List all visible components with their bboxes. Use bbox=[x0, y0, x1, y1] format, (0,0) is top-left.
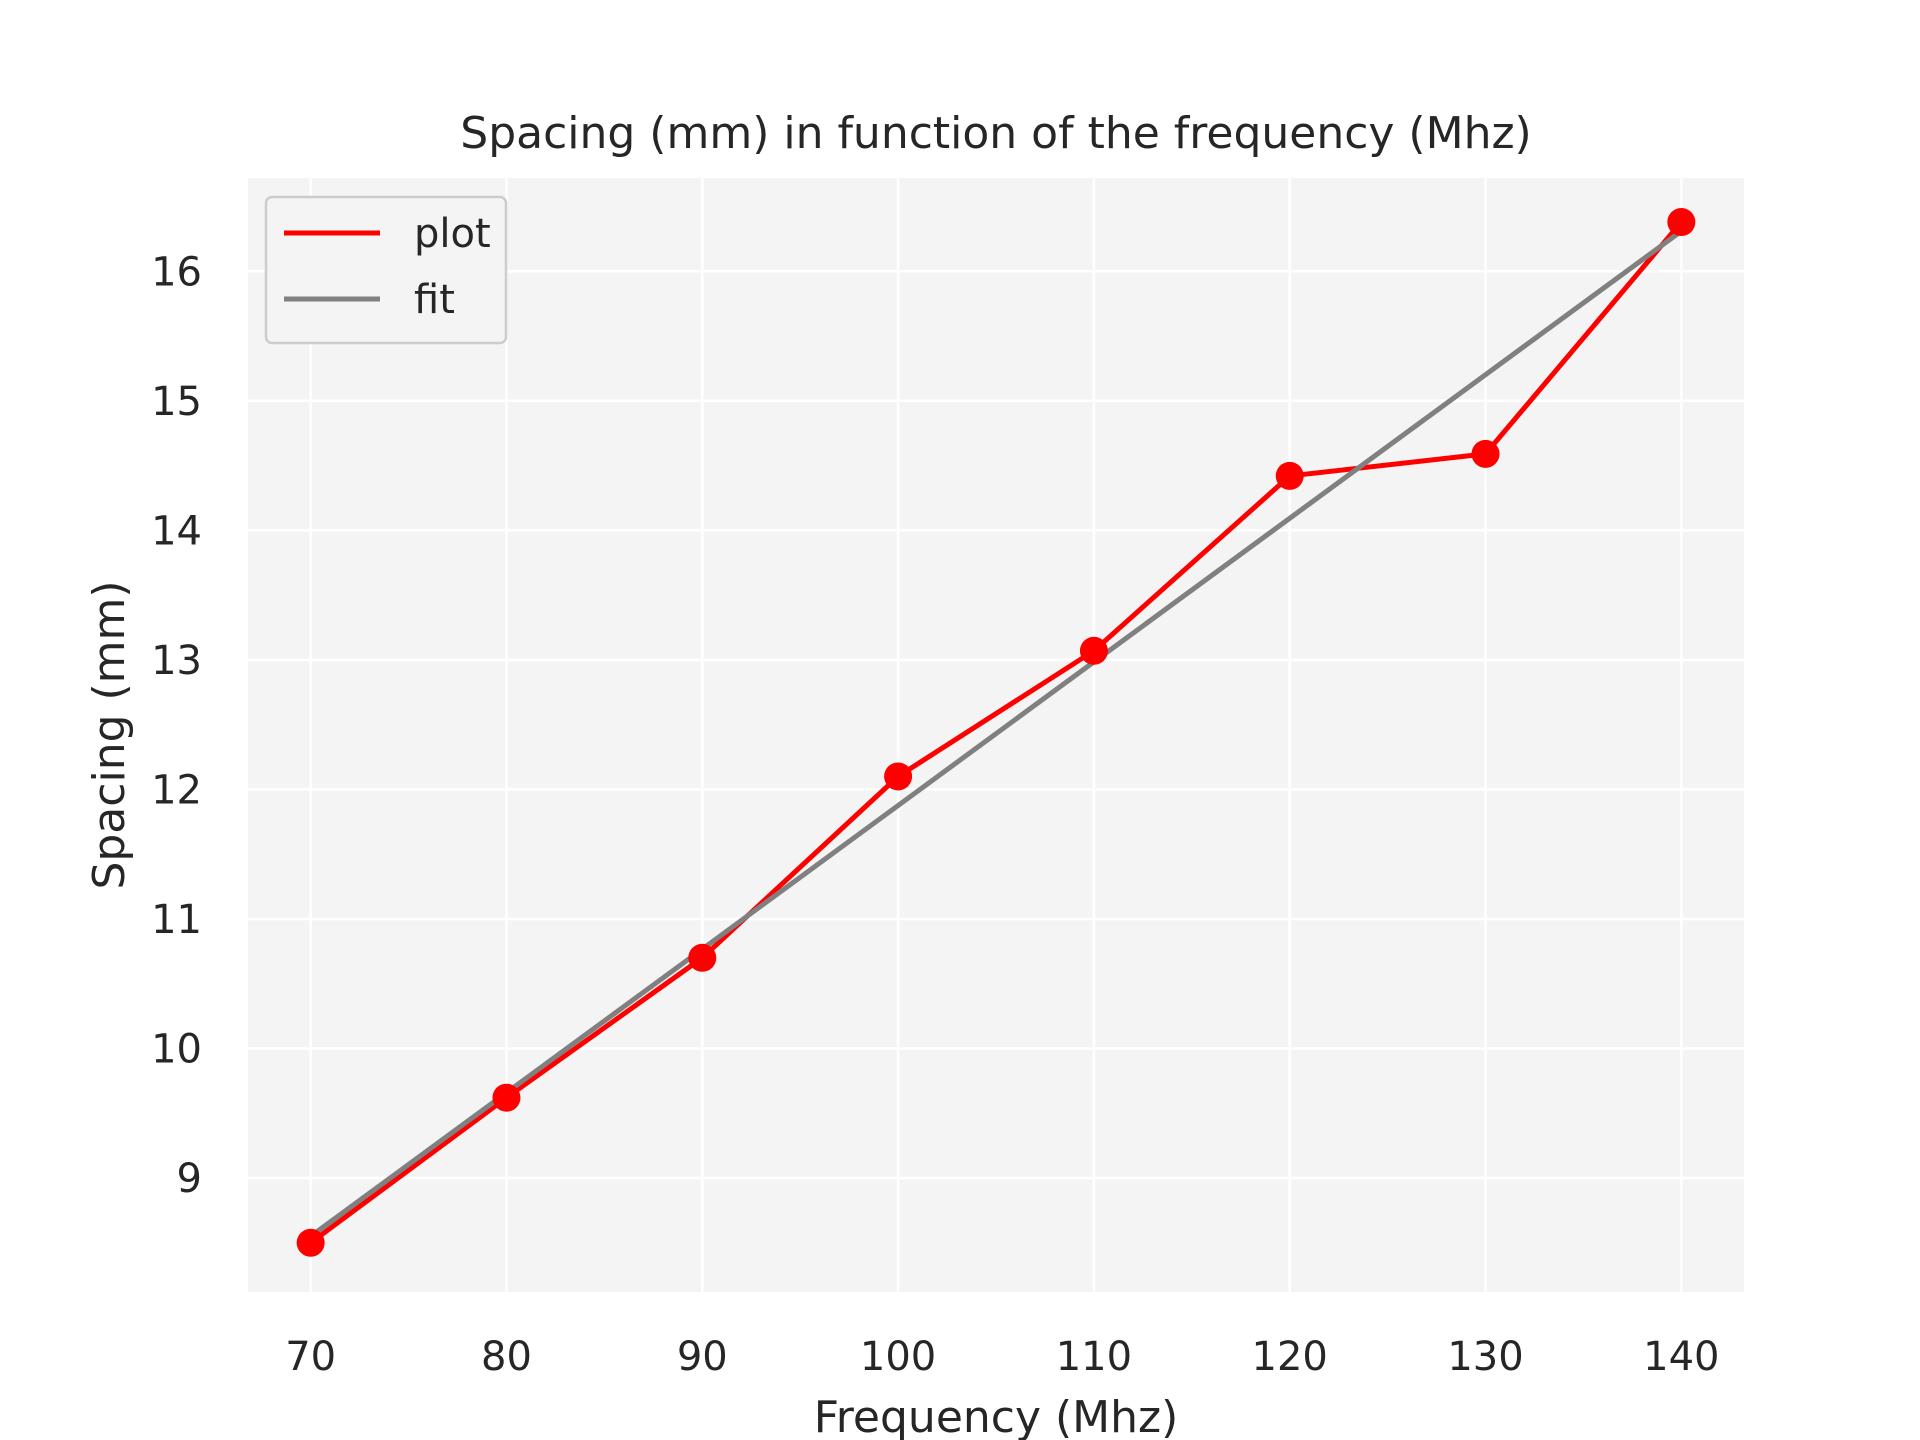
data-point-plot bbox=[1667, 208, 1696, 237]
y-tick-label: 10 bbox=[151, 1026, 202, 1072]
y-axis-label: Spacing (mm) bbox=[84, 580, 135, 889]
data-point-plot bbox=[1079, 636, 1108, 665]
legend: plot fit bbox=[264, 195, 508, 345]
x-tick-label: 100 bbox=[860, 1334, 936, 1380]
y-tick-label: 13 bbox=[151, 638, 202, 684]
x-tick-label: 110 bbox=[1056, 1334, 1132, 1380]
grid bbox=[248, 178, 1744, 1292]
data-point-plot bbox=[1471, 439, 1500, 468]
legend-fit-label: fit bbox=[414, 277, 455, 323]
y-tick-label: 15 bbox=[151, 379, 202, 425]
x-tick-label: 140 bbox=[1643, 1334, 1719, 1380]
y-tick-label: 9 bbox=[177, 1156, 202, 1202]
data-point-plot bbox=[492, 1083, 521, 1112]
x-tick-label: 130 bbox=[1447, 1334, 1523, 1380]
y-tick-label: 16 bbox=[151, 249, 202, 295]
legend-plot-label: plot bbox=[414, 211, 491, 257]
data-point-plot bbox=[296, 1228, 325, 1257]
x-axis-label: Frequency (Mhz) bbox=[814, 1392, 1179, 1440]
x-tick-label: 80 bbox=[481, 1334, 532, 1380]
y-tick-label: 11 bbox=[151, 897, 202, 943]
data-point-plot bbox=[884, 762, 913, 791]
y-tick-label: 14 bbox=[151, 508, 202, 554]
chart-title: Spacing (mm) in function of the frequenc… bbox=[460, 108, 1531, 159]
data-point-plot bbox=[688, 943, 717, 972]
y-tick-labels: 9 10 11 12 13 14 15 16 bbox=[151, 249, 202, 1202]
x-tick-label: 90 bbox=[677, 1334, 728, 1380]
x-tick-label: 70 bbox=[285, 1334, 336, 1380]
series-layer bbox=[296, 208, 1696, 1257]
data-point-plot bbox=[1275, 461, 1304, 490]
y-tick-label: 12 bbox=[151, 767, 202, 813]
x-tick-labels: 70 80 90 100 110 120 130 140 bbox=[285, 1334, 1719, 1380]
series-line-plot bbox=[308, 219, 1684, 1246]
series-line-fit bbox=[308, 228, 1684, 1239]
x-tick-label: 120 bbox=[1252, 1334, 1328, 1380]
